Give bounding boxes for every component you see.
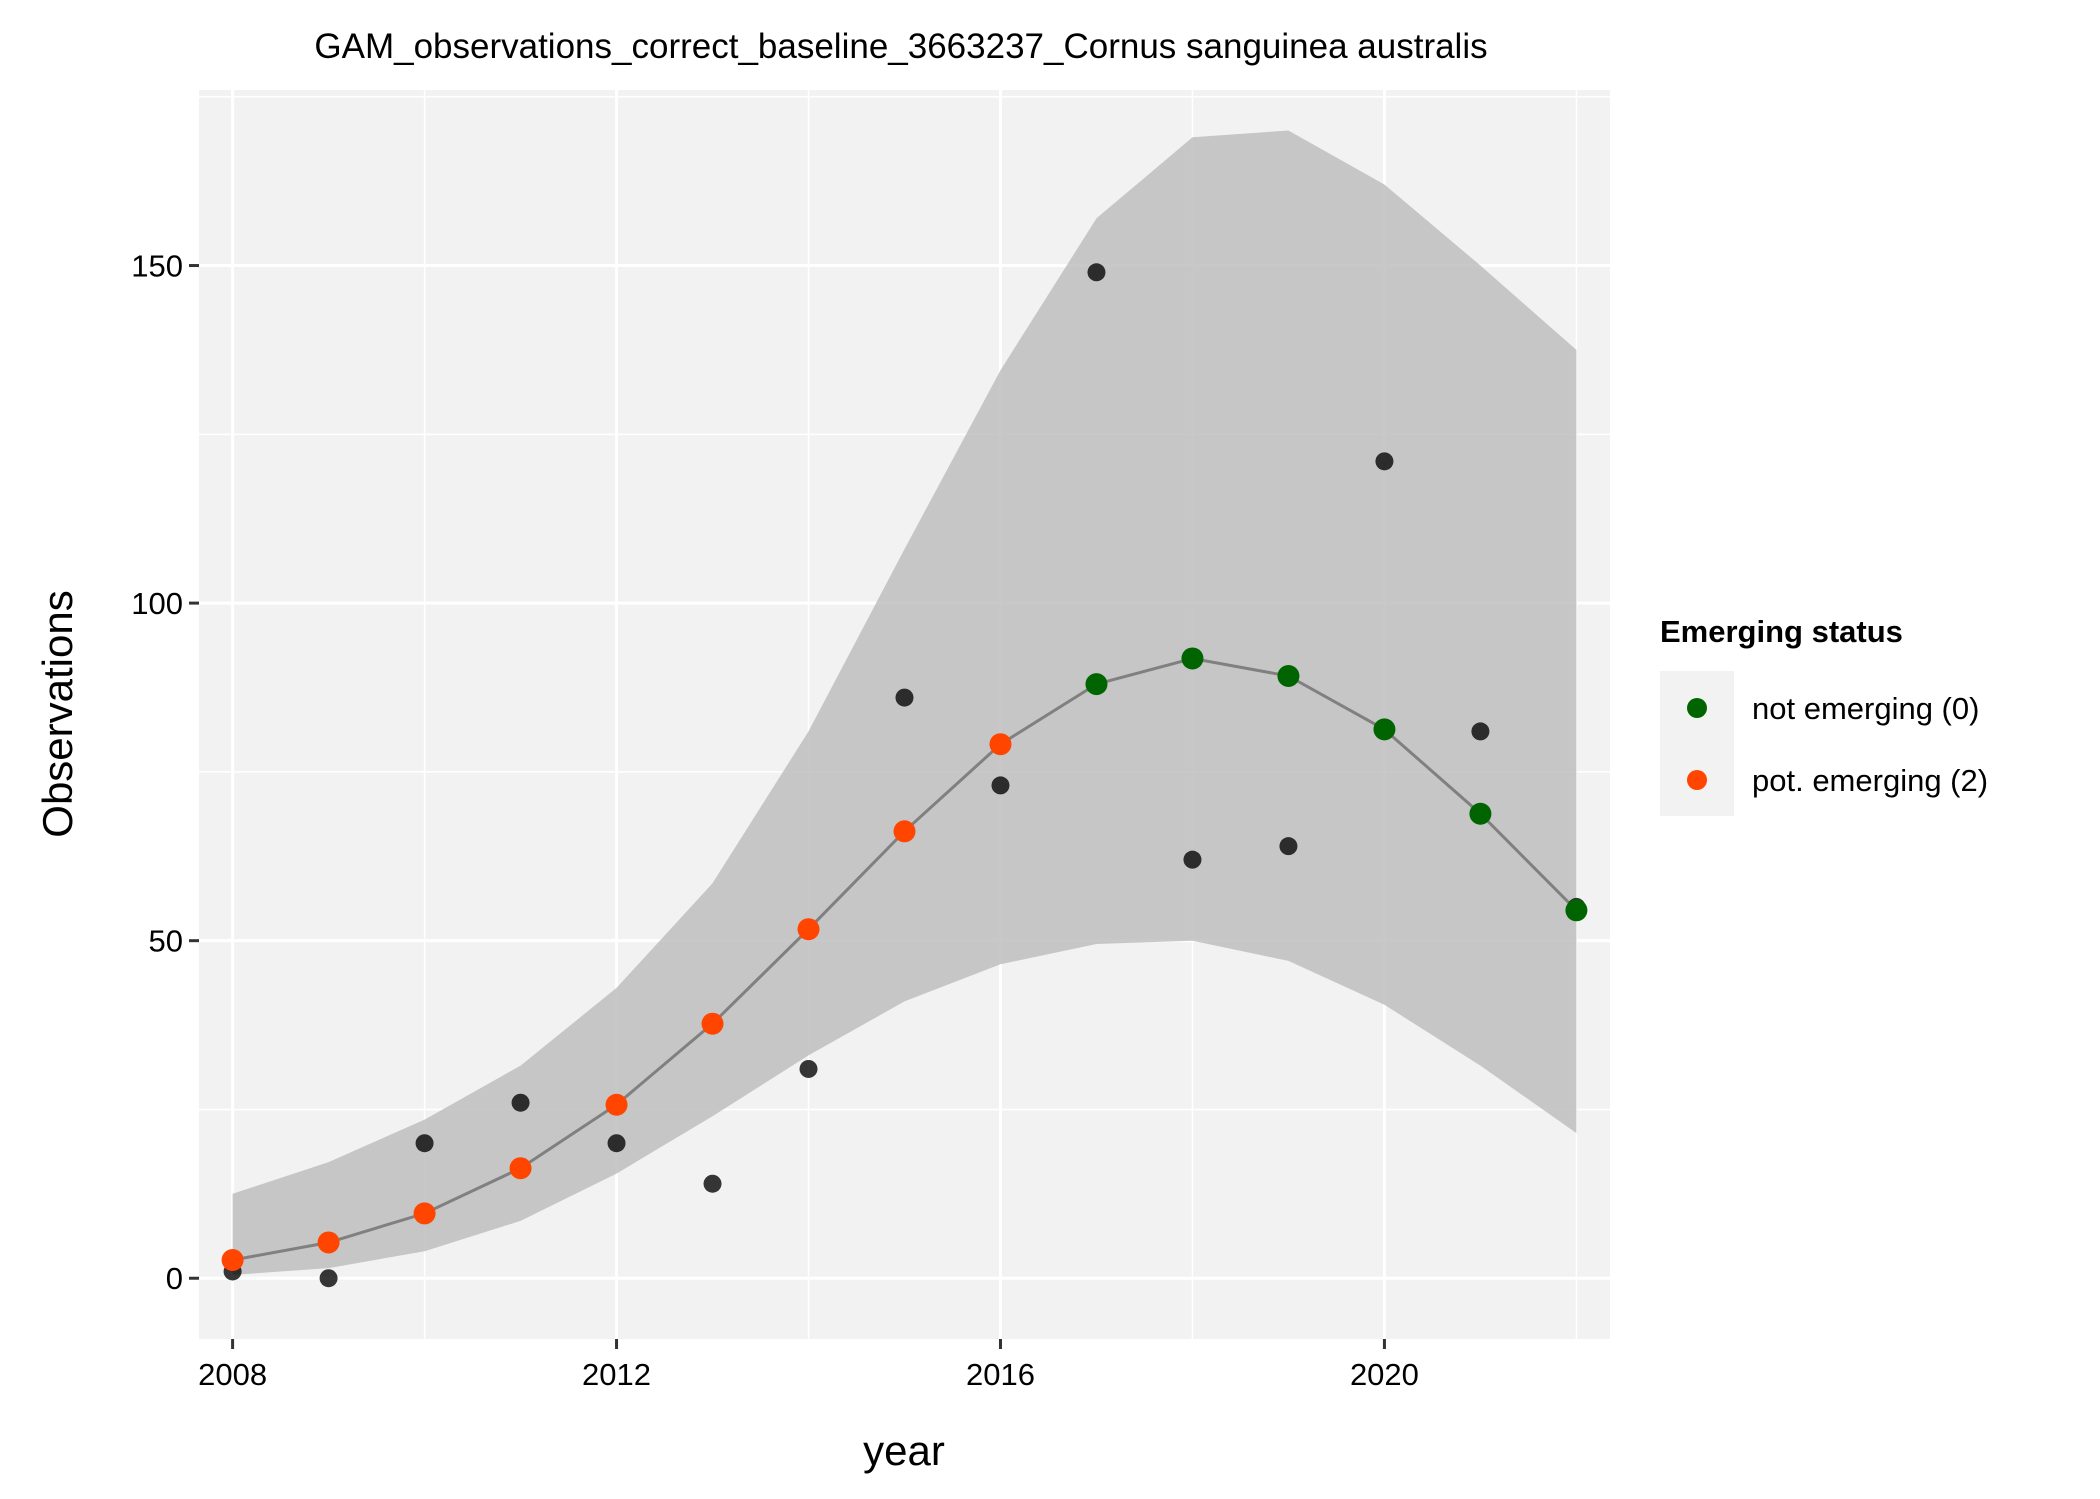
y-tick-label: 100 <box>131 586 183 621</box>
observed-point <box>1279 837 1298 856</box>
y-axis: 0 50 100 150 <box>131 249 199 1296</box>
fitted-point <box>1181 647 1204 670</box>
y-tick-label: 150 <box>131 249 183 284</box>
x-tick-label: 2016 <box>966 1357 1035 1392</box>
x-tick-label: 2008 <box>198 1357 267 1392</box>
observed-point <box>1375 452 1394 471</box>
x-tick-label: 2020 <box>1350 1357 1419 1392</box>
fitted-point <box>989 733 1012 756</box>
observed-point <box>991 776 1010 795</box>
observed-point <box>415 1134 434 1153</box>
fitted-point <box>1277 665 1300 688</box>
y-axis-title: Observations <box>34 590 81 837</box>
fitted-point <box>221 1249 244 1272</box>
fitted-point <box>893 820 916 843</box>
fitted-point <box>605 1093 628 1116</box>
observed-point <box>1471 722 1490 741</box>
observed-point <box>607 1134 626 1153</box>
observed-point <box>319 1269 338 1288</box>
legend-key-background <box>1660 671 1734 816</box>
legend: Emerging status not emerging (0) pot. em… <box>1660 614 1988 816</box>
fitted-point <box>1085 673 1108 696</box>
observed-point <box>511 1093 530 1112</box>
chart-title: GAM_observations_correct_baseline_366323… <box>314 27 1487 66</box>
fitted-point <box>1469 802 1492 825</box>
fitted-point <box>317 1231 340 1254</box>
observed-point <box>799 1059 818 1078</box>
fitted-point <box>1565 899 1588 922</box>
legend-key-pot-emerging <box>1687 770 1707 790</box>
x-axis: 2008 2012 2016 2020 <box>198 1339 1419 1392</box>
legend-label-not-emerging: not emerging (0) <box>1752 691 1979 726</box>
x-tick-label: 2012 <box>582 1357 651 1392</box>
fitted-point <box>1373 718 1396 741</box>
observed-point <box>895 688 914 707</box>
observed-point <box>1087 263 1106 282</box>
fitted-point <box>413 1202 436 1225</box>
fitted-point <box>509 1157 532 1180</box>
legend-key-not-emerging <box>1687 698 1707 718</box>
observed-point <box>703 1174 722 1193</box>
y-tick-label: 0 <box>166 1261 183 1296</box>
fitted-points <box>221 647 1588 1272</box>
fitted-point <box>797 918 820 941</box>
observed-point <box>1183 850 1202 869</box>
legend-label-pot-emerging: pot. emerging (2) <box>1752 763 1988 798</box>
y-tick-label: 50 <box>149 924 183 959</box>
x-axis-title: year <box>863 1427 945 1474</box>
fitted-point <box>701 1012 724 1035</box>
legend-title: Emerging status <box>1660 614 1903 649</box>
